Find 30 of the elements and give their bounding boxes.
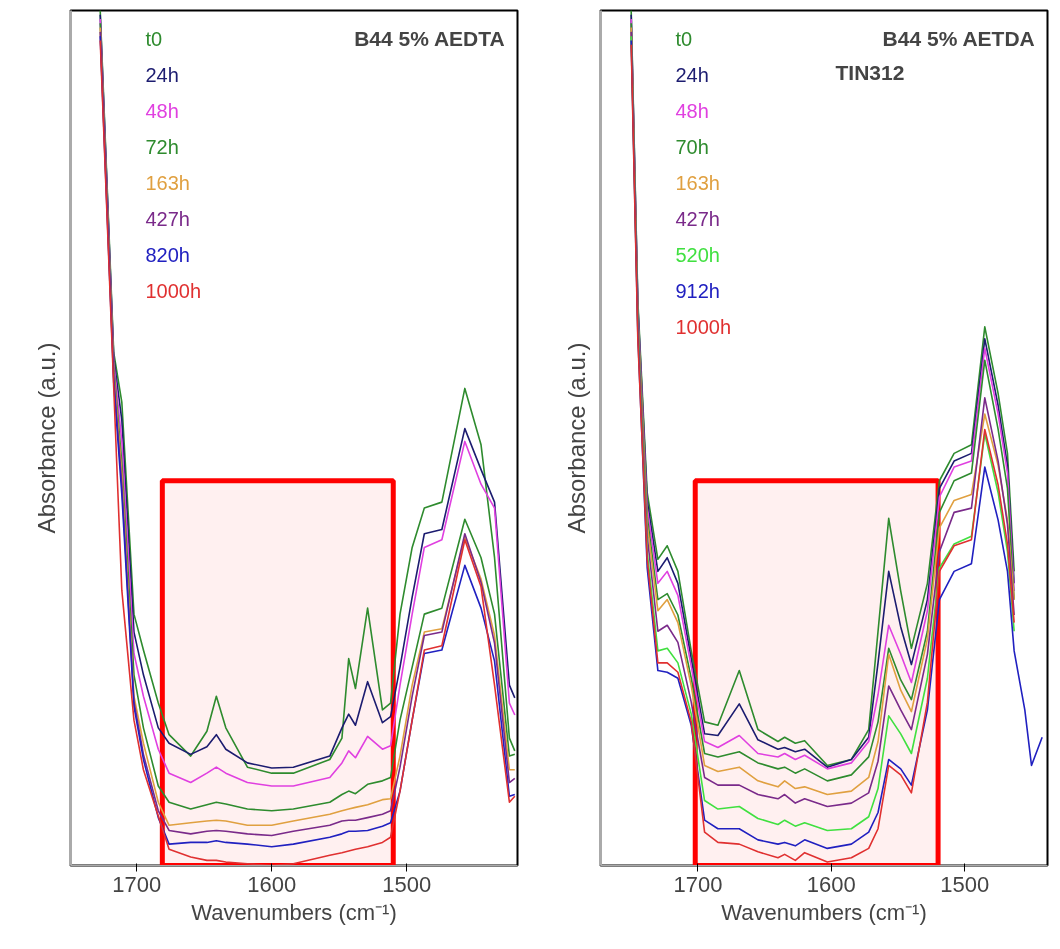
text: B44 5% AEDTA <box>354 27 505 50</box>
series-label: 520h <box>675 243 720 266</box>
text: 24h <box>145 63 179 86</box>
x-axis-title: Wavenumbers (cm⁻¹) <box>721 899 927 925</box>
series-label: 1000h <box>145 279 202 302</box>
y-axis-title: Absorbance (a.u.) <box>562 342 590 534</box>
text: 70h <box>675 135 709 158</box>
text: 48h <box>145 99 179 122</box>
x-tick-label: 1500 <box>940 871 990 897</box>
x-tick-label: 1500 <box>382 871 432 897</box>
x-tick-label: 1600 <box>806 871 856 897</box>
text: 48h <box>675 99 709 122</box>
series-label: 72h <box>145 135 179 158</box>
series-label: 427h <box>145 207 190 230</box>
series-label: 912h <box>675 279 720 302</box>
text: t0 <box>675 27 693 50</box>
x-tick-label: 1600 <box>247 871 297 897</box>
text: t0 <box>145 27 163 50</box>
text: 163h <box>675 171 720 194</box>
series-label: 163h <box>145 171 190 194</box>
y-axis-title: Absorbance (a.u.) <box>32 342 60 534</box>
series-label: 427h <box>675 207 720 230</box>
text: 24h <box>675 63 709 86</box>
text: TIN312 <box>835 61 905 84</box>
x-tick-label: 1700 <box>673 871 723 897</box>
x-axis-title: Wavenumbers (cm⁻¹) <box>191 899 397 925</box>
series-label: 820h <box>145 243 190 266</box>
x-tick-label: 1700 <box>112 871 162 897</box>
text: B44 5% AETDA <box>882 27 1035 50</box>
series-label: 1000h <box>675 315 732 338</box>
